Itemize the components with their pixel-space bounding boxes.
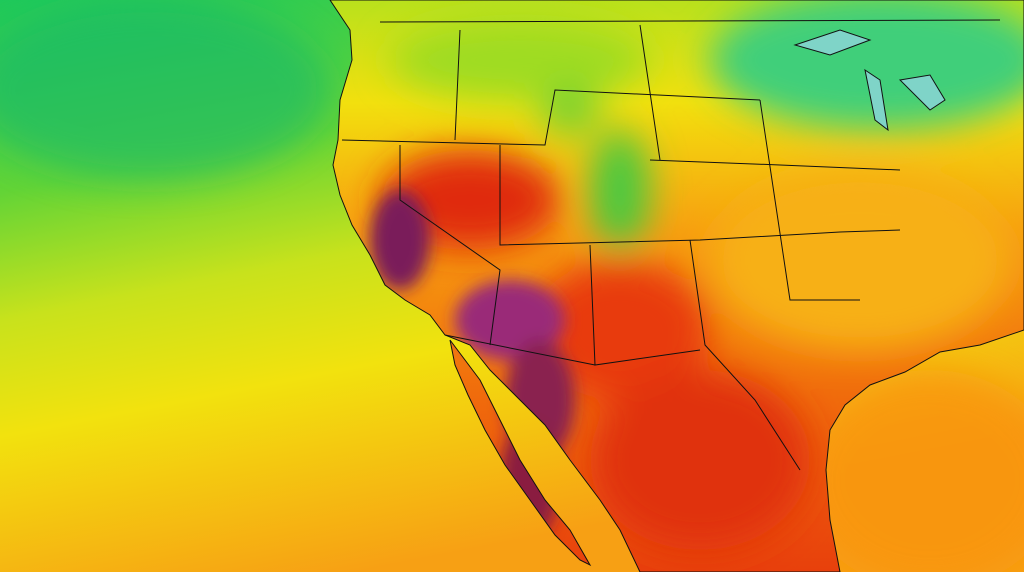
lake-michigan xyxy=(864,68,889,132)
state-border xyxy=(399,145,501,346)
plains-warm xyxy=(710,170,1010,350)
state-border xyxy=(649,159,901,171)
gulf-warm-area xyxy=(800,370,1024,572)
ocean-cool-area xyxy=(0,0,330,180)
state-border xyxy=(689,239,801,471)
cool-northwest xyxy=(390,20,650,100)
valley-extreme xyxy=(370,190,430,290)
land xyxy=(330,0,1024,572)
southwest-hot xyxy=(530,260,710,400)
great-lakes xyxy=(793,29,946,132)
state-border xyxy=(499,145,901,246)
desert-extreme xyxy=(455,280,565,360)
cool-north xyxy=(710,0,1024,130)
lake-superior xyxy=(793,29,872,56)
mexico-hot xyxy=(590,370,810,550)
lake-huron xyxy=(898,74,946,111)
wyoming-cool xyxy=(540,85,600,135)
state-border xyxy=(341,89,761,146)
rockies-cool xyxy=(590,130,650,250)
state-border xyxy=(454,24,860,301)
borders xyxy=(329,0,1024,572)
mexico-border xyxy=(444,334,596,366)
canada-border xyxy=(379,19,1001,23)
